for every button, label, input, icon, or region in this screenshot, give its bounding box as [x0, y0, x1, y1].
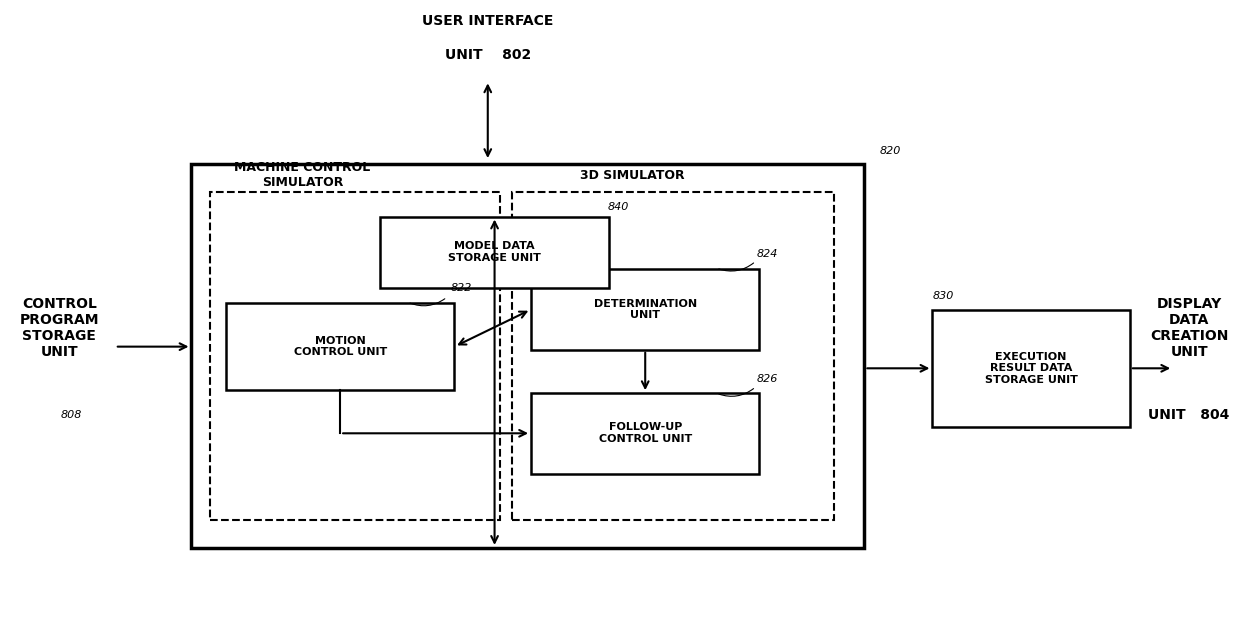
FancyArrowPatch shape: [719, 389, 754, 396]
Text: 808: 808: [61, 410, 82, 420]
Text: UNIT   804: UNIT 804: [1148, 408, 1230, 422]
FancyBboxPatch shape: [531, 269, 759, 350]
Text: DISPLAY
DATA
CREATION
UNIT: DISPLAY DATA CREATION UNIT: [1149, 297, 1229, 360]
Text: 3D SIMULATOR: 3D SIMULATOR: [580, 169, 684, 182]
Text: 830: 830: [932, 292, 954, 301]
FancyBboxPatch shape: [531, 393, 759, 474]
Text: MACHINE CONTROL
SIMULATOR: MACHINE CONTROL SIMULATOR: [234, 161, 371, 189]
Text: 826: 826: [756, 374, 779, 384]
Text: 840: 840: [608, 202, 629, 212]
Text: 822: 822: [450, 283, 472, 293]
Text: MODEL DATA
STORAGE UNIT: MODEL DATA STORAGE UNIT: [448, 241, 541, 263]
Text: 824: 824: [756, 249, 779, 259]
Text: FOLLOW-UP
CONTROL UNIT: FOLLOW-UP CONTROL UNIT: [599, 423, 692, 444]
Text: CONTROL
PROGRAM
STORAGE
UNIT: CONTROL PROGRAM STORAGE UNIT: [20, 297, 99, 360]
FancyArrowPatch shape: [719, 263, 754, 271]
Text: DETERMINATION
UNIT: DETERMINATION UNIT: [594, 299, 697, 320]
FancyBboxPatch shape: [191, 164, 864, 548]
Text: MOTION
CONTROL UNIT: MOTION CONTROL UNIT: [294, 336, 387, 357]
FancyBboxPatch shape: [210, 192, 500, 520]
FancyBboxPatch shape: [932, 310, 1130, 427]
Text: UNIT    802: UNIT 802: [445, 48, 531, 62]
FancyBboxPatch shape: [381, 217, 609, 288]
FancyBboxPatch shape: [512, 192, 833, 520]
FancyArrowPatch shape: [410, 299, 445, 306]
FancyBboxPatch shape: [226, 303, 454, 390]
Text: 820: 820: [879, 146, 900, 156]
Text: EXECUTION
RESULT DATA
STORAGE UNIT: EXECUTION RESULT DATA STORAGE UNIT: [985, 352, 1078, 385]
Text: USER INTERFACE: USER INTERFACE: [422, 14, 553, 28]
